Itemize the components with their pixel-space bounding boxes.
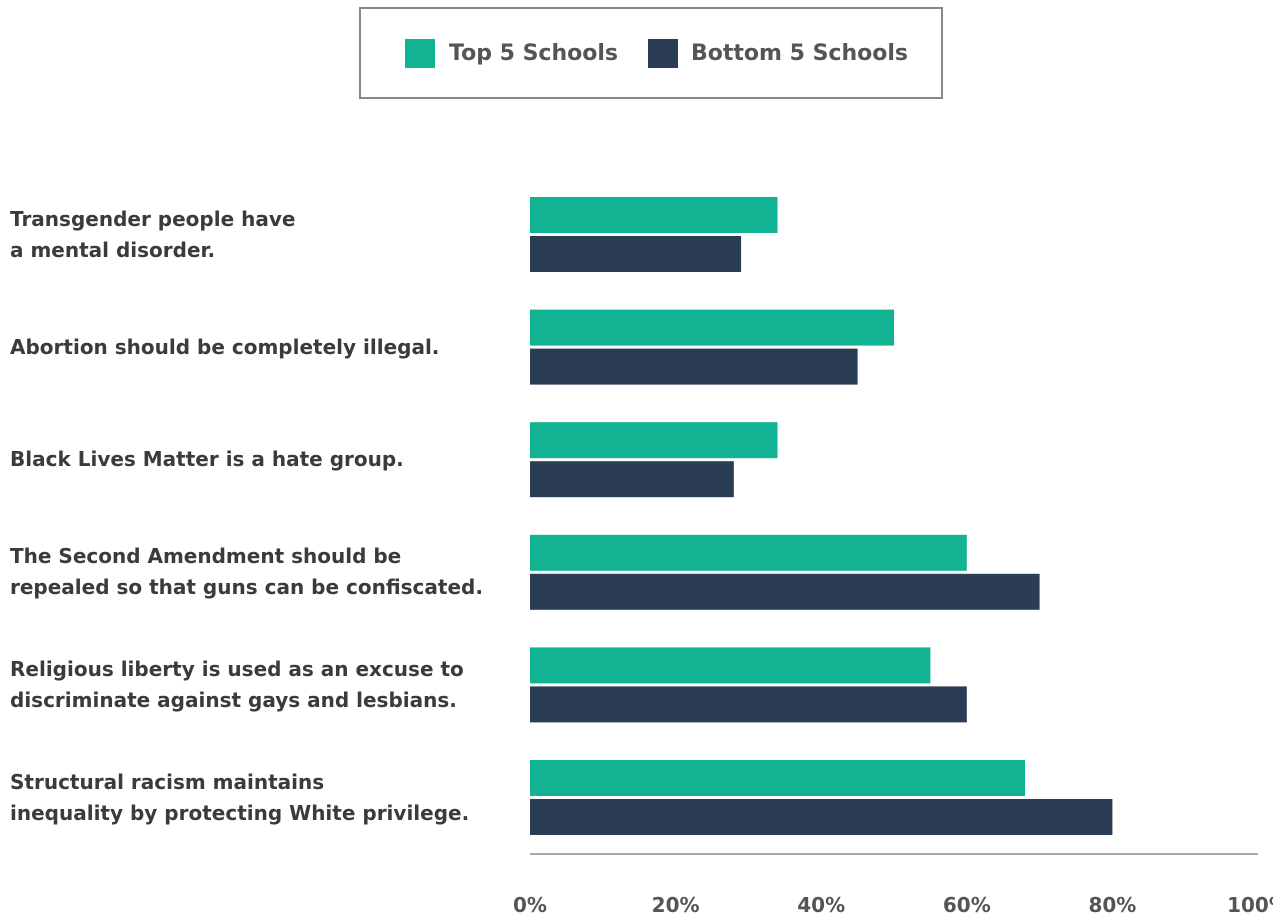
bar-bottom-5-6 [530,799,1113,835]
bar-bottom-5-1 [530,236,742,272]
bar-top-5-4 [530,534,967,571]
x-tick-label: 100% [1227,893,1273,917]
legend-swatch-top-5-schools [405,39,435,68]
bar-top-5-1 [530,197,778,233]
legend: Top 5 Schools Bottom 5 Schools [359,7,943,99]
x-tick-label: 60% [943,893,991,917]
category-label: Abortion should be completely illegal. [10,334,440,359]
x-tick-label: 20% [652,893,700,917]
legend-label-bottom-5-schools: Bottom 5 Schools [691,41,908,66]
category-label: Religious liberty is used as an excuse t… [10,656,464,712]
bar-bottom-5-5 [530,686,967,723]
category-label: Structural racism maintains inequality b… [10,769,470,825]
bar-bottom-5-2 [530,348,858,385]
legend-label-top-5-schools: Top 5 Schools [449,41,618,66]
bar-top-5-6 [530,760,1025,796]
x-tick-label: 0% [513,893,547,917]
legend-swatch-bottom-5-schools [648,39,678,68]
x-tick-label: 80% [1088,893,1136,917]
bar-bottom-5-3 [530,461,734,498]
x-tick-label: 40% [797,893,845,917]
x-axis-ticks: 0% 20% 40% 60% 80% 100% [513,893,1273,917]
category-label: Transgender people have a mental disorde… [10,206,296,262]
bars-group [530,197,1113,835]
bar-top-5-3 [530,422,778,459]
category-label: Black Lives Matter is a hate group. [10,447,404,472]
bar-bottom-5-4 [530,573,1040,610]
bar-top-5-2 [530,309,894,346]
bar-top-5-5 [530,647,931,684]
category-label: The Second Amendment should be repealed … [10,544,483,600]
